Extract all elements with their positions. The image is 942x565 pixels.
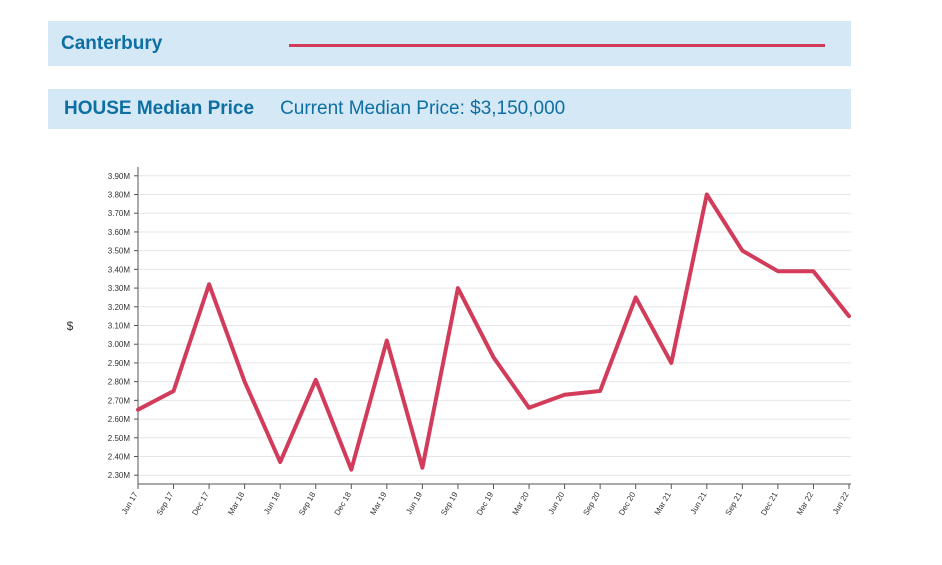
x-tick-label: Jun 19 <box>404 490 424 516</box>
data-point <box>136 408 140 412</box>
data-point <box>172 389 176 393</box>
y-tick-label: 3.70M <box>108 209 131 218</box>
data-point <box>278 460 282 464</box>
y-tick-label: 2.30M <box>108 471 131 480</box>
x-tick-label: Jun 21 <box>689 490 709 516</box>
data-point <box>811 269 815 273</box>
x-tick-label: Sep 18 <box>297 490 318 517</box>
x-tick-label: Mar 18 <box>226 490 247 517</box>
y-tick-label: 2.70M <box>108 396 131 405</box>
x-tick-label: Dec 18 <box>333 490 354 517</box>
data-point <box>740 249 744 253</box>
x-tick-label: Sep 17 <box>155 490 176 517</box>
median-price-series-line <box>136 192 851 472</box>
data-point <box>669 361 673 365</box>
y-axis-title: $ <box>67 319 74 333</box>
data-point <box>456 286 460 290</box>
data-point <box>243 380 247 384</box>
y-tick-label: 2.60M <box>108 415 131 424</box>
data-point <box>705 193 709 197</box>
x-tick-label: Jun 20 <box>547 490 567 516</box>
y-tick-label: 2.80M <box>108 378 131 387</box>
y-tick-label: 3.30M <box>108 284 131 293</box>
suburb-divider-line <box>289 44 825 47</box>
data-point <box>776 269 780 273</box>
y-tick-label: 3.90M <box>108 172 131 181</box>
y-tick-label: 3.50M <box>108 247 131 256</box>
x-tick-label: Mar 20 <box>511 490 532 517</box>
x-tick-label: Jun 17 <box>120 490 140 516</box>
current-median-price: Current Median Price: $3,150,000 <box>280 98 566 119</box>
y-tick-label: 3.60M <box>108 228 131 237</box>
data-point <box>634 295 638 299</box>
x-tick-label: Sep 19 <box>439 490 460 517</box>
x-tick-label: Dec 21 <box>759 490 780 517</box>
data-point <box>492 355 495 359</box>
data-point <box>598 389 602 393</box>
x-tick-label: Sep 20 <box>581 490 602 517</box>
x-tick-label: Dec 20 <box>617 490 638 517</box>
x-tick-label: Mar 21 <box>653 490 674 517</box>
suburb-header-band: Canterbury <box>48 21 851 66</box>
median-price-band: HOUSE Median Price Current Median Price:… <box>48 89 851 129</box>
data-point <box>563 393 567 397</box>
y-tick-label: 2.40M <box>108 452 131 461</box>
data-point <box>847 314 851 318</box>
data-point <box>385 338 389 342</box>
property-type-label: HOUSE Median Price <box>64 98 255 119</box>
x-tick-label: Dec 17 <box>190 490 211 517</box>
data-point <box>349 468 353 472</box>
x-tick-label: Jun 22 <box>831 490 851 516</box>
data-point <box>527 406 531 410</box>
y-tick-label: 3.10M <box>108 322 131 331</box>
y-tick-label: 3.40M <box>108 265 131 274</box>
x-tick-label: Mar 22 <box>795 490 816 517</box>
data-point <box>420 466 424 470</box>
x-tick-label: Mar 19 <box>368 490 389 517</box>
y-tick-label: 2.90M <box>108 359 131 368</box>
data-point <box>314 378 318 382</box>
suburb-name: Canterbury <box>61 32 163 54</box>
y-tick-label: 2.50M <box>108 434 131 443</box>
data-point <box>207 282 211 286</box>
y-tick-label: 3.00M <box>108 340 131 349</box>
x-tick-label: Dec 19 <box>475 490 496 517</box>
y-tick-label: 3.20M <box>108 303 131 312</box>
x-tick-label: Jun 18 <box>262 490 282 516</box>
y-tick-label: 3.80M <box>108 191 131 200</box>
x-tick-label: Sep 21 <box>724 490 745 517</box>
